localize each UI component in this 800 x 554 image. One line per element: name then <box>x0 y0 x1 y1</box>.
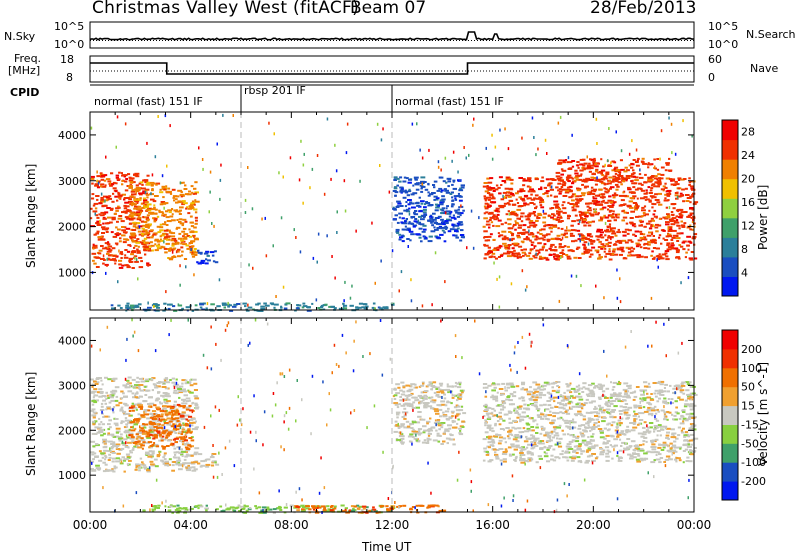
colorbar-swatch-0-6 <box>722 159 738 180</box>
heatmap-region-0-0 <box>90 171 152 269</box>
colorbar-swatch-1-2 <box>722 443 738 463</box>
colorbar-swatch-0-1 <box>722 256 738 277</box>
colorbar-swatch-1-8 <box>722 330 738 350</box>
colorbar-swatch-1-6 <box>722 367 738 388</box>
ytick-label-1-2: 3000 <box>58 379 86 392</box>
colorbar-swatch-1-7 <box>722 348 738 369</box>
ytick-label-1-1: 2000 <box>58 424 86 437</box>
velocity-y-axis-title: Slant Range [km] <box>24 371 38 476</box>
heatmap-region-0-6 <box>482 176 699 261</box>
nsearch-tick-high: 10^5 <box>708 20 739 33</box>
colorbar-swatch-1-0 <box>722 481 738 501</box>
nsky-label: N.Sky <box>4 30 36 43</box>
colorbar-tick-0-3: 16 <box>741 196 755 209</box>
colorbar-tick-1-5: -50 <box>741 437 759 450</box>
colorbar-tick-0-0: 4 <box>741 267 748 280</box>
colorbar-tick-1-6: -100 <box>741 456 766 469</box>
nsky-series-line <box>89 31 695 41</box>
heatmap-region-1-1 <box>197 453 220 468</box>
xtick-label-6: 00:00 <box>677 518 712 532</box>
colorbar-swatch-0-4 <box>722 198 738 219</box>
ytick-label-1-0: 1000 <box>58 469 86 482</box>
colorbar-tick-0-2: 12 <box>741 220 755 233</box>
xtick-label-0: 00:00 <box>73 518 108 532</box>
date-label: 28/Feb/2013 <box>590 0 697 18</box>
ytick-label-0-2: 3000 <box>58 175 86 188</box>
colorbar-swatch-0-2 <box>722 237 738 258</box>
xtick-label-2: 08:00 <box>274 518 309 532</box>
colorbar-tick-1-4: -15 <box>741 418 759 431</box>
ytick-label-1-3: 4000 <box>58 334 86 347</box>
freq-tick-high: 18 <box>60 53 74 66</box>
colorbar-tick-1-7: -200 <box>741 475 766 488</box>
xtick-label-3: 12:00 <box>375 518 410 532</box>
colorbar-swatch-1-3 <box>722 424 738 444</box>
velocity-colorbar-title: Velocity [m s^-1] <box>756 361 770 466</box>
colorbar-swatch-1-1 <box>722 462 738 482</box>
freq-series-line <box>90 62 694 75</box>
cpid-segment-2: rbsp 201 IF <box>244 84 306 97</box>
noise-points-1 <box>90 318 691 514</box>
nsearch-label: N.Search <box>746 28 796 41</box>
colorbar-tick-0-4: 20 <box>741 173 755 186</box>
nsky-tick-low: 10^0 <box>54 38 85 51</box>
noise-points-0 <box>90 113 693 311</box>
colorbar-swatch-0-5 <box>722 178 738 199</box>
heatmap-region-0-5 <box>392 176 465 243</box>
station-title: Christmas Valley West (fitACF) <box>92 0 360 18</box>
beam-label: Beam 07 <box>350 0 427 18</box>
colorbar-tick-1-1: 100 <box>741 362 762 375</box>
data-layer <box>90 113 699 514</box>
colorbar-swatch-0-8 <box>722 120 738 141</box>
nsky-tick-high: 10^5 <box>54 20 85 33</box>
colorbar-tick-1-0: 200 <box>741 343 762 356</box>
colorbar-swatch-1-5 <box>722 386 738 407</box>
heatmap-region-0-3 <box>196 249 219 265</box>
colorbar-frame-0 <box>721 119 739 297</box>
freq-unit-label: [MHz] <box>8 64 41 77</box>
cpid-segment-1: normal (fast) 151 IF <box>94 95 203 108</box>
colorbar-swatch-0-3 <box>722 217 738 238</box>
heatmap-region-0-2 <box>163 181 200 261</box>
nave-tick-low: 0 <box>708 71 715 84</box>
heatmap-region-1-5 <box>392 381 467 446</box>
nsearch-tick-low: 10^0 <box>708 38 739 51</box>
nave-tick-high: 60 <box>708 53 722 66</box>
x-axis-title: Time UT <box>362 540 412 554</box>
xtick-label-1: 04:00 <box>173 518 208 532</box>
colorbar-swatch-1-4 <box>722 405 738 425</box>
colorbar-tick-0-1: 8 <box>741 243 748 256</box>
heatmap-region-0-1 <box>127 181 168 252</box>
nave-label: Nave <box>750 62 779 75</box>
ytick-label-0-1: 2000 <box>58 221 86 234</box>
xtick-label-5: 20:00 <box>576 518 611 532</box>
colorbar-tick-0-6: 28 <box>741 126 755 139</box>
freq-panel-frame <box>89 55 695 83</box>
ytick-label-0-3: 4000 <box>58 129 86 142</box>
heatmap-region-0-7 <box>555 157 673 183</box>
xtick-label-4: 16:00 <box>475 518 510 532</box>
colorbar-frame-1 <box>721 329 739 501</box>
colorbar-swatch-0-7 <box>722 139 738 160</box>
colorbar-tick-1-3: 15 <box>741 400 755 413</box>
cpid-segment-3: normal (fast) 151 IF <box>395 95 504 108</box>
cpid-label: CPID <box>10 86 40 99</box>
nsky-panel-frame <box>89 21 695 49</box>
colorbar-tick-1-2: 50 <box>741 381 755 394</box>
power-y-axis-title: Slant Range [km] <box>24 163 38 268</box>
ytick-label-0-0: 1000 <box>58 266 86 279</box>
power-colorbar-title: Power [dB] <box>756 184 770 250</box>
heatmap-region-1-2 <box>128 403 195 450</box>
colorbar-tick-0-5: 24 <box>741 149 755 162</box>
heatmap-region-1-6 <box>482 380 699 464</box>
colorbar-swatch-0-0 <box>722 276 738 297</box>
freq-label: Freq. <box>14 52 42 65</box>
freq-tick-low: 8 <box>66 71 73 84</box>
